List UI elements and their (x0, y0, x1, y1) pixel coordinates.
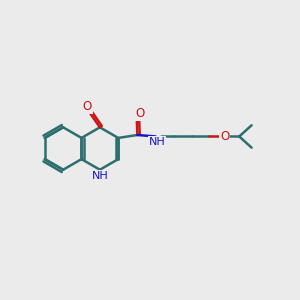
Text: NH: NH (149, 137, 166, 147)
Text: O: O (83, 100, 92, 113)
Text: NH: NH (92, 171, 108, 181)
Text: O: O (220, 130, 229, 143)
Text: O: O (135, 107, 144, 120)
